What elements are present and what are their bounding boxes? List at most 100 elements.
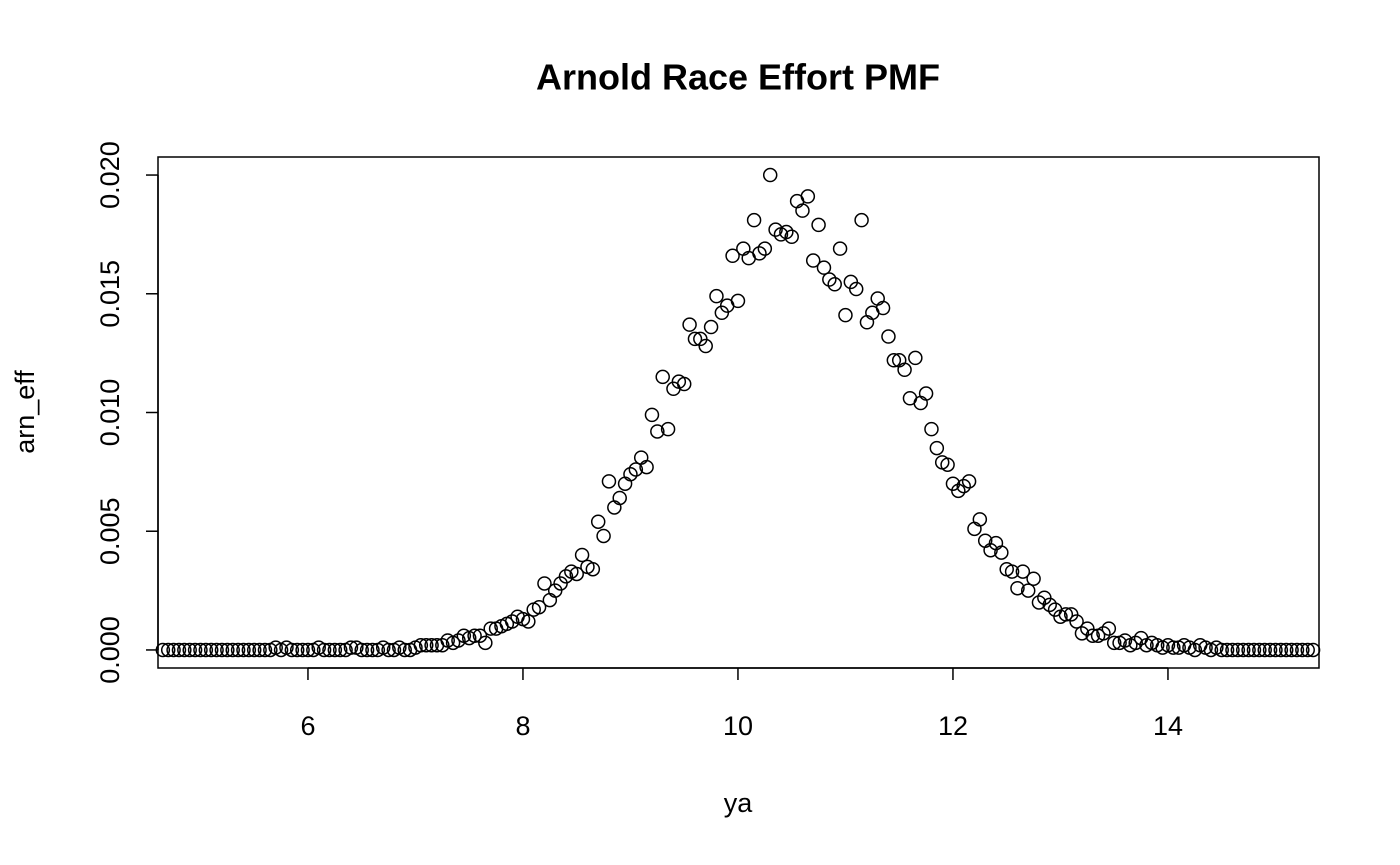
- point: [822, 272, 837, 287]
- point: [1230, 642, 1246, 658]
- point: [1273, 642, 1289, 658]
- point: [612, 490, 627, 506]
- point: [359, 642, 375, 658]
- point: [467, 628, 482, 643]
- x-axis-label: ya: [724, 788, 754, 818]
- point: [811, 217, 826, 233]
- point: [752, 246, 767, 261]
- point: [897, 362, 912, 378]
- point: [521, 614, 536, 629]
- point: [451, 633, 466, 648]
- point: [650, 424, 665, 439]
- point: [322, 642, 337, 658]
- point: [295, 642, 310, 658]
- point: [870, 291, 885, 306]
- point: [1004, 564, 1020, 579]
- point: [209, 642, 224, 658]
- point: [617, 476, 633, 491]
- point: [639, 459, 654, 475]
- point: [537, 576, 552, 591]
- point: [908, 350, 923, 366]
- point: [155, 642, 171, 658]
- y-tick-label: 0.005: [95, 497, 125, 565]
- point: [236, 642, 251, 658]
- point: [1262, 642, 1278, 658]
- point: [805, 253, 821, 268]
- point: [956, 478, 971, 494]
- point: [972, 512, 988, 527]
- point: [628, 462, 644, 477]
- point: [660, 421, 676, 437]
- point: [918, 386, 934, 401]
- point: [289, 642, 305, 658]
- point: [1252, 642, 1267, 658]
- point: [961, 474, 977, 489]
- point: [558, 569, 574, 584]
- point: [725, 248, 740, 264]
- point: [177, 642, 192, 658]
- point: [913, 395, 928, 411]
- point: [655, 369, 670, 385]
- point: [257, 642, 273, 658]
- y-tick-label: 0.020: [95, 141, 125, 209]
- point: [795, 203, 810, 218]
- point: [687, 331, 703, 347]
- point: [160, 642, 176, 658]
- x-tick-label: 12: [938, 711, 968, 741]
- point: [365, 642, 380, 658]
- point: [424, 637, 439, 653]
- point: [214, 642, 230, 658]
- point: [1031, 595, 1047, 610]
- point: [848, 281, 864, 297]
- point: [1101, 621, 1117, 636]
- point: [940, 457, 955, 472]
- y-tick-label: 0.000: [95, 616, 125, 684]
- point: [1225, 642, 1240, 658]
- point: [730, 293, 746, 309]
- point: [703, 319, 719, 335]
- point: [478, 635, 493, 651]
- point: [332, 642, 348, 658]
- y-axis-label: arn_eff: [10, 370, 40, 454]
- point: [171, 642, 187, 658]
- point: [929, 440, 945, 456]
- point: [886, 353, 902, 368]
- point: [1096, 626, 1111, 641]
- point: [1257, 642, 1272, 658]
- point: [1015, 564, 1031, 579]
- point: [230, 642, 246, 658]
- x-tick-label: 10: [723, 711, 753, 741]
- point: [607, 500, 622, 515]
- point: [676, 376, 692, 392]
- point: [397, 642, 412, 658]
- point: [1278, 642, 1294, 658]
- point: [709, 288, 724, 304]
- point: [354, 642, 369, 658]
- point: [768, 222, 783, 237]
- point: [225, 642, 240, 658]
- point: [1069, 614, 1084, 629]
- point: [838, 307, 853, 323]
- point: [187, 642, 203, 658]
- point: [1058, 607, 1074, 622]
- point: [1289, 642, 1305, 658]
- point: [220, 642, 235, 658]
- x-tick-label: 6: [300, 711, 315, 741]
- point: [859, 315, 875, 330]
- point: [1010, 580, 1025, 596]
- chart-title: Arnold Race Effort PMF: [536, 57, 940, 98]
- point: [435, 637, 450, 653]
- point: [569, 566, 584, 582]
- point: [601, 474, 617, 489]
- point: [531, 599, 547, 615]
- point: [1042, 597, 1057, 613]
- point: [698, 338, 713, 354]
- point: [585, 561, 601, 577]
- point: [381, 642, 396, 658]
- point: [284, 642, 300, 658]
- point: [1128, 635, 1143, 651]
- point: [736, 241, 751, 256]
- point: [343, 640, 359, 655]
- point: [504, 614, 520, 629]
- point: [1106, 635, 1122, 651]
